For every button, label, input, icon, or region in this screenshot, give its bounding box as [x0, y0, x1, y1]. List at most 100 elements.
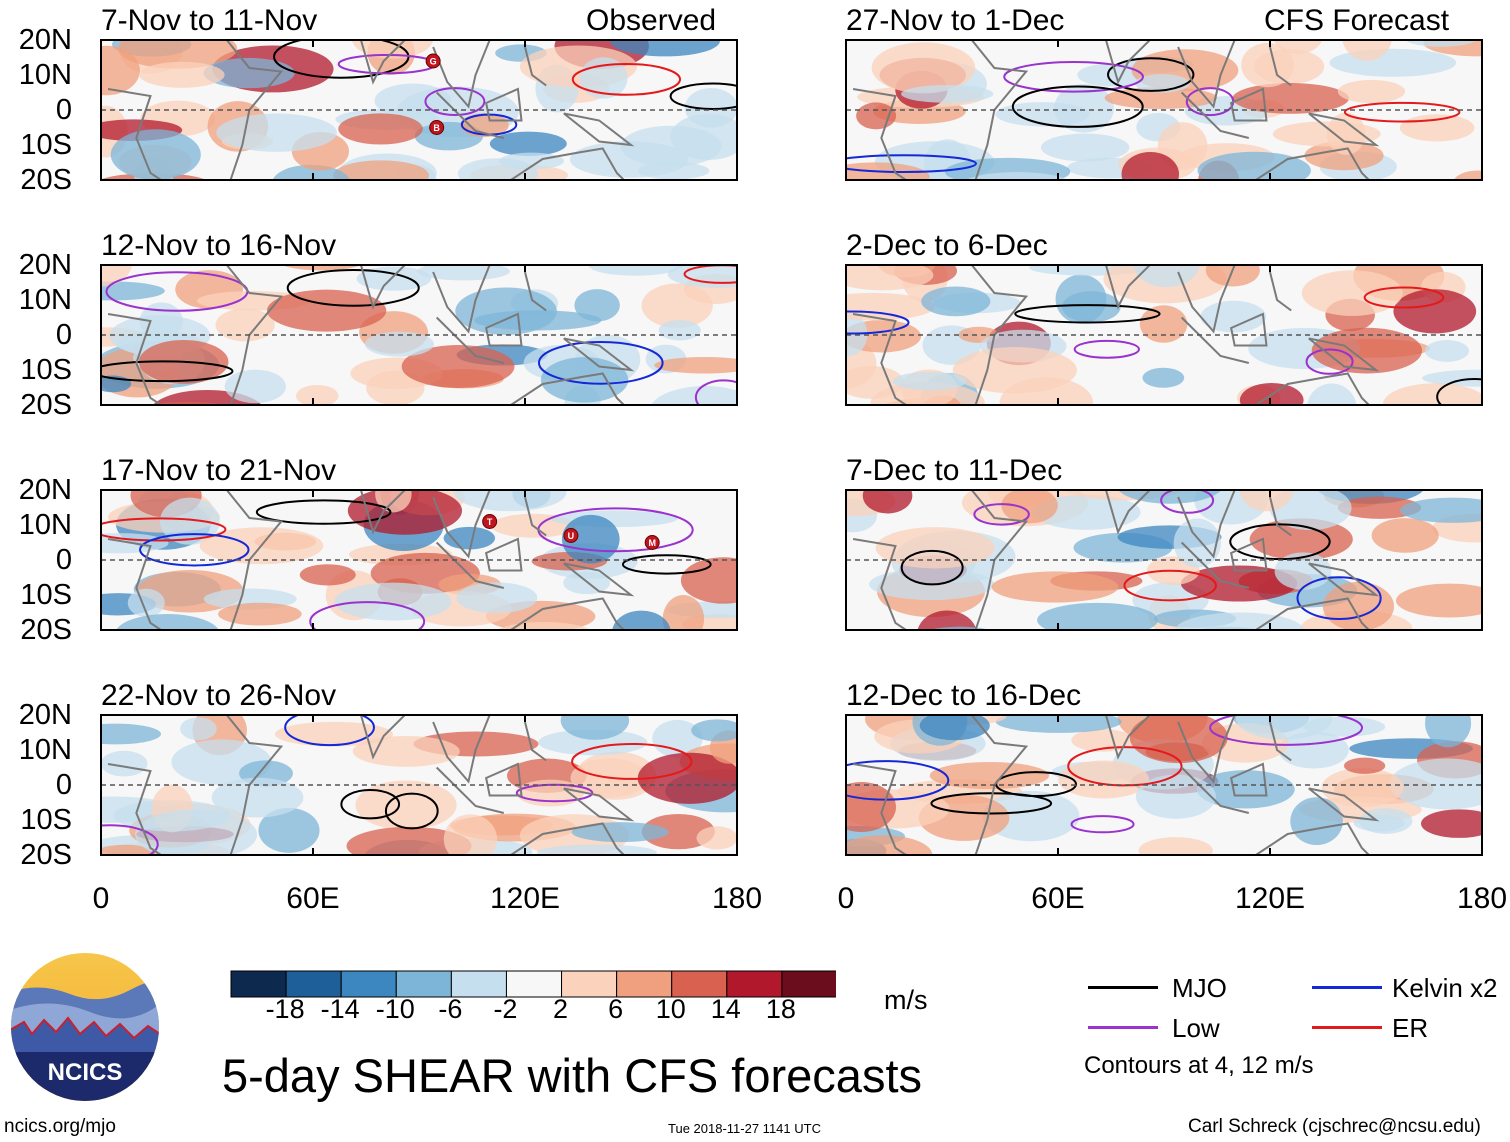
shear-blob [1001, 490, 1058, 524]
colorbar-cell [395, 970, 452, 998]
shear-blob [282, 265, 361, 271]
map-panel-5 [845, 39, 1483, 181]
shear-shading [846, 715, 1482, 855]
shear-blob [1371, 518, 1439, 553]
shear-blob [1104, 87, 1218, 109]
wave-contour [1070, 815, 1135, 834]
shear-blob [127, 588, 165, 617]
shear-blob [982, 790, 1080, 842]
y-tick-label: 0 [55, 319, 72, 351]
shear-blob [862, 490, 913, 514]
shear-blob [637, 162, 710, 180]
y-tick-label: 20N [18, 474, 72, 506]
shear-blob [1290, 797, 1343, 846]
shear-blob [455, 287, 557, 335]
wave-contour [621, 554, 712, 575]
shear-blob [641, 813, 715, 850]
colorbar-cell [340, 970, 397, 998]
shear-blob [654, 356, 737, 374]
x-tick-label: 120E [1234, 882, 1306, 915]
colorbar-label: -6 [438, 994, 463, 1024]
y-tick-label: 0 [55, 544, 72, 576]
shear-blob [364, 331, 434, 357]
shear-blob [1239, 490, 1294, 512]
shear-blob [1425, 715, 1472, 748]
x-tick-label: 120E [489, 882, 561, 915]
shear-shading [846, 40, 1482, 180]
coastline [852, 715, 1380, 855]
footer-url[interactable]: ncics.org/mjo [4, 1116, 116, 1137]
shear-blob [1303, 716, 1386, 737]
shear-blob [1033, 494, 1141, 530]
panel-title-4: 22-Nov to 26-Nov [101, 679, 337, 712]
panel-title-6: 2-Dec to 6-Dec [846, 229, 1048, 262]
svg-text:T: T [487, 517, 493, 527]
coastline [852, 40, 1380, 180]
shear-blob [1058, 760, 1150, 799]
shear-blob [274, 721, 394, 747]
storm-marker-g: G [425, 53, 441, 69]
shear-blob [1197, 151, 1311, 180]
shear-blob [101, 265, 133, 287]
shear-blob [266, 289, 387, 332]
shear-blob [1175, 612, 1304, 630]
panel-frame [100, 39, 738, 181]
svg-text:G: G [430, 57, 437, 67]
shear-blob [574, 289, 620, 322]
coastline [107, 40, 635, 180]
panel-frame [100, 714, 738, 856]
shear-blob [299, 564, 356, 586]
y-tick-label: 10S [20, 579, 72, 611]
y-tick-label: 20S [20, 614, 72, 646]
wave-contour [255, 499, 392, 525]
wave-contour [1436, 377, 1482, 405]
colorbar-label: 2 [553, 994, 569, 1024]
colorbar-cell [781, 970, 836, 998]
panel-frame [845, 489, 1483, 631]
footer-timestamp: Tue 2018-11-27 1141 UTC [668, 1121, 821, 1136]
shear-blob [871, 42, 976, 94]
shear-blob [658, 319, 701, 341]
shear-blob [1061, 291, 1121, 323]
legend-label-kelvin: Kelvin x2 [1392, 973, 1498, 1003]
shear-blob [662, 595, 705, 630]
shear-blob [965, 172, 1069, 180]
y-tick-label: 10N [18, 59, 72, 91]
colorbar-label: 6 [608, 994, 624, 1024]
shear-blob [1135, 774, 1216, 819]
shear-blob [1117, 490, 1222, 504]
map-panel-4 [100, 714, 738, 856]
panel-frame [845, 714, 1483, 856]
wave-contour [694, 379, 737, 405]
y-tick-label: 10N [18, 509, 72, 541]
map-panel-2 [100, 264, 738, 406]
shear-blob [1139, 305, 1188, 343]
ncics-logo: NCICS [11, 953, 159, 1101]
panel-title-2: 12-Nov to 16-Nov [101, 229, 337, 262]
shear-blob [489, 131, 567, 156]
y-tick-label: 10S [20, 354, 72, 386]
y-tick-label: 20N [18, 249, 72, 281]
contour-note: Contours at 4, 12 m/s [1084, 1052, 1314, 1079]
shear-blob [516, 779, 584, 807]
colorbar-label: 14 [710, 994, 741, 1024]
shear-blob [995, 715, 1122, 733]
wave-contour [384, 792, 439, 830]
shear-blob [1196, 770, 1295, 809]
shear-blob [537, 844, 657, 855]
shear-blob [272, 164, 350, 180]
shear-blob [139, 61, 225, 88]
shear-blob [944, 157, 1071, 180]
shear-blob [101, 281, 165, 301]
shear-blob [680, 557, 737, 604]
shear-blob [159, 497, 220, 545]
shear-blob [211, 777, 304, 818]
shear-blob [1342, 40, 1393, 61]
shear-blob [588, 265, 683, 276]
panel-title-7: 7-Dec to 11-Dec [846, 454, 1063, 487]
panel-frame [100, 489, 738, 631]
shear-blob [333, 160, 429, 180]
map-panel-8 [845, 714, 1483, 856]
shear-blob [637, 752, 737, 804]
